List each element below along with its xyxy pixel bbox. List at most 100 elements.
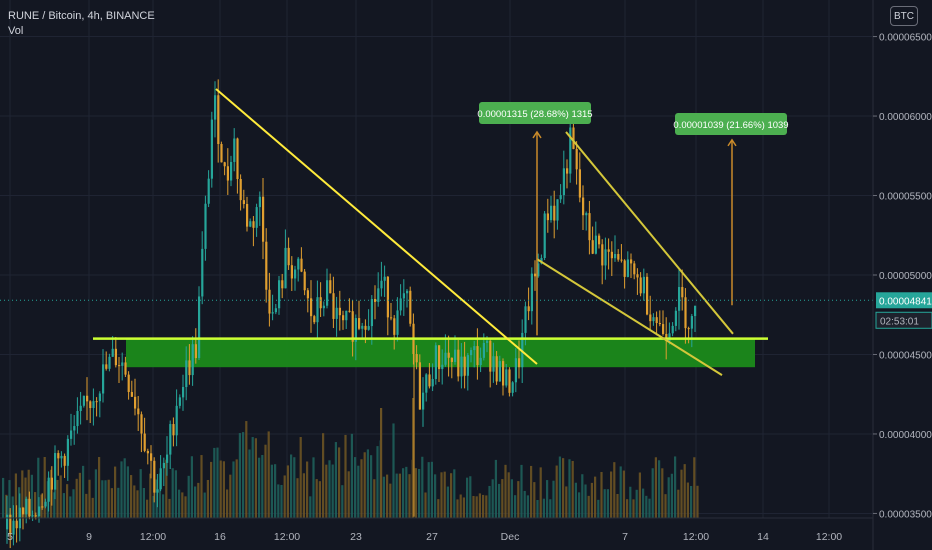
volume-bar: [507, 472, 510, 518]
volume-bar: [606, 489, 609, 518]
x-tick-label: 14: [757, 531, 769, 543]
volume-bar: [184, 496, 187, 518]
volume-bar: [466, 477, 469, 518]
volume-bar: [171, 468, 174, 518]
candle-body: [191, 344, 194, 376]
candle-body: [431, 379, 434, 387]
volume-bar: [354, 457, 357, 518]
volume-bar: [261, 454, 264, 518]
volume-bar: [395, 473, 398, 518]
y-tick-label: 0.00006500: [879, 33, 932, 44]
volume-bar: [232, 461, 235, 518]
volume-bar: [235, 459, 238, 518]
volume-bar: [696, 485, 699, 518]
candle-body: [303, 271, 306, 291]
countdown-badge: [875, 311, 932, 329]
candle-body: [124, 362, 127, 375]
candle-body: [681, 287, 684, 298]
volume-bar: [242, 432, 245, 518]
volume-bar: [475, 496, 478, 518]
candle-body: [678, 287, 681, 311]
volume-bar: [549, 499, 552, 518]
candle-body: [463, 356, 466, 376]
volume-bar: [158, 473, 161, 518]
candle-body: [233, 138, 236, 162]
candle-body: [204, 203, 207, 249]
candle-body: [182, 387, 185, 398]
x-tick-label: 27: [426, 531, 438, 543]
volume-bar: [117, 487, 120, 518]
candle-body: [143, 433, 146, 451]
volume-bar: [584, 484, 587, 518]
candle-body: [31, 515, 34, 517]
volume-bar: [107, 479, 110, 518]
volume-bar: [226, 489, 229, 518]
measure-label: 0.00001315 (28.68%) 1315: [477, 109, 592, 120]
volume-bar: [338, 447, 341, 518]
volume-bar: [412, 398, 415, 518]
volume-bar: [562, 458, 565, 518]
volume-bar: [200, 455, 203, 518]
candle-body: [274, 308, 277, 313]
candle-body: [57, 453, 60, 459]
volume-bar: [459, 494, 462, 518]
volume-bar: [136, 490, 139, 518]
volume-bar: [274, 464, 277, 518]
candle-body: [172, 424, 175, 436]
volume-bar: [587, 495, 590, 518]
candle-body: [287, 247, 290, 266]
volume-bar: [555, 465, 558, 518]
volume-bar: [469, 476, 472, 518]
currency-button[interactable]: BTC: [890, 6, 918, 26]
volume-bar: [251, 437, 254, 518]
volume-bar: [437, 499, 440, 518]
volume-bar: [578, 492, 581, 518]
volume-bar: [485, 495, 488, 518]
volume-bar: [264, 444, 267, 518]
candle-body: [441, 364, 444, 370]
volume-bar: [126, 466, 129, 518]
candle-body: [585, 213, 588, 216]
candle-body: [92, 401, 95, 409]
candle-body: [546, 213, 549, 221]
candle-body: [553, 205, 556, 221]
candle-body: [530, 273, 533, 312]
candle-body: [543, 213, 546, 258]
volume-bar: [536, 499, 539, 518]
volume-bar: [546, 480, 549, 518]
x-tick-label: Dec: [501, 531, 520, 543]
candle-body: [521, 332, 524, 368]
candle-body: [262, 196, 265, 242]
candle-body: [150, 453, 153, 461]
candle-body: [450, 357, 453, 362]
volume-bar: [197, 482, 200, 518]
candle-body: [364, 325, 367, 330]
candle-body: [290, 265, 293, 279]
volume-bar: [331, 464, 334, 518]
volume-bar: [533, 482, 536, 518]
x-tick-label: 12:00: [274, 531, 300, 543]
volume-bar: [622, 470, 625, 518]
candle-body: [15, 520, 18, 529]
candle-body: [98, 393, 101, 402]
candle-body: [562, 168, 565, 196]
volume-bar: [523, 490, 526, 518]
candle-body: [108, 356, 111, 369]
candle-body: [169, 424, 172, 455]
volume-bar: [14, 473, 17, 518]
candle-body: [514, 358, 517, 383]
volume-bar: [178, 489, 181, 518]
volume-bar: [34, 492, 37, 518]
candle-body: [409, 290, 412, 324]
volume-bar: [206, 479, 209, 518]
candle-body: [566, 168, 569, 174]
volume-bar: [168, 498, 171, 518]
candle-body: [127, 374, 130, 393]
volume-bar: [539, 467, 542, 518]
volume-bar: [229, 474, 232, 518]
volume-bar: [53, 492, 56, 518]
candle-body: [38, 506, 41, 517]
candle-body: [249, 221, 252, 227]
candle-body: [140, 414, 143, 434]
